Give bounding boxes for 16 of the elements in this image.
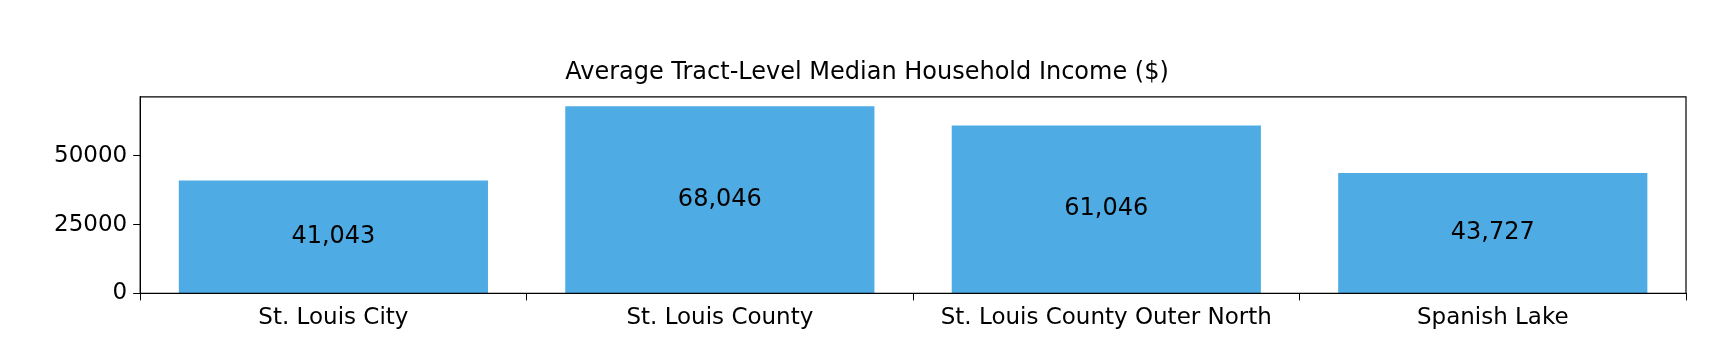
bar [951, 125, 1261, 293]
y-tick-label: 0 [112, 278, 128, 305]
data-label: 68,046 [677, 183, 762, 212]
data-label: 41,043 [291, 220, 376, 249]
data-label: 43,727 [1450, 217, 1535, 246]
x-tick-label: Spanish Lake [1416, 303, 1569, 330]
bar [565, 106, 875, 293]
x-tick-label: St. Louis City [258, 303, 409, 330]
x-tick-label: St. Louis County [626, 303, 814, 330]
bar [1338, 173, 1648, 293]
y-tick-label: 50000 [53, 140, 128, 167]
chart-title: Average Tract-Level Median Household Income ($) [565, 56, 1169, 85]
bar [178, 180, 488, 293]
y-tick-label: 25000 [53, 209, 128, 236]
data-label: 61,046 [1064, 193, 1149, 222]
x-tick-label: St. Louis County Outer North [940, 303, 1272, 330]
